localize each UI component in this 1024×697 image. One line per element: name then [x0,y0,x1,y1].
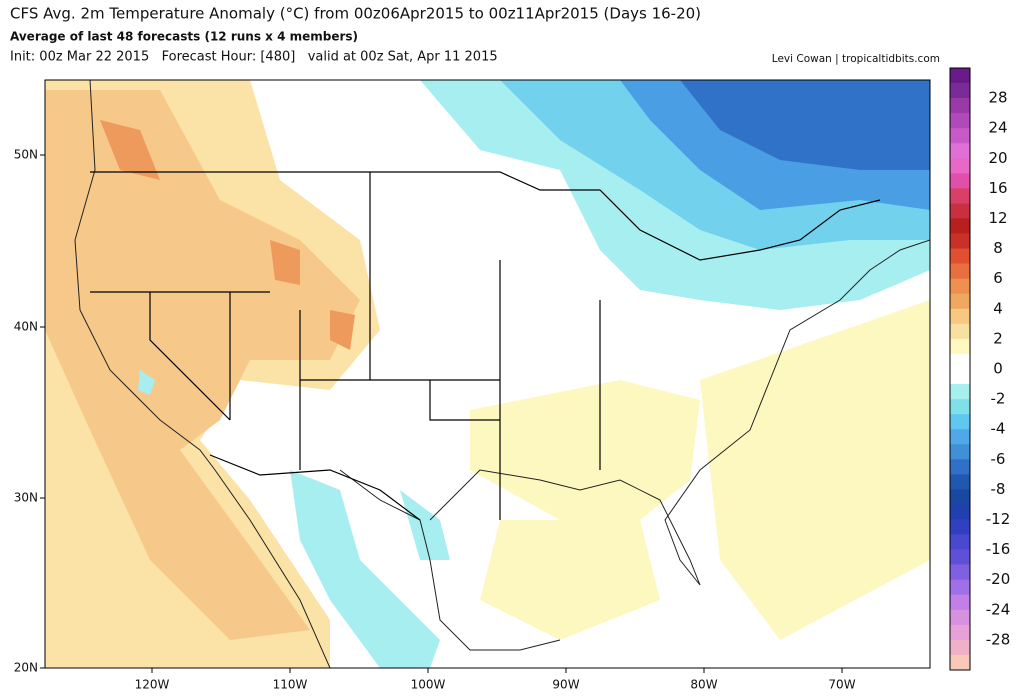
anomaly-mild [470,300,930,640]
lon-label: 90W [552,678,579,692]
coastline [339,469,561,651]
map-area [44,79,931,669]
colorbar-label: 2 [993,329,1003,347]
lat-label: 20N [14,661,38,675]
colorbar-label: -8 [991,480,1006,498]
colorbar-swatch [950,278,970,295]
colorbar-swatch [950,233,970,249]
colorbar-label: -6 [991,450,1006,468]
lat-labels: 50N 40N 30N 20N [14,148,45,675]
colorbar-swatch [950,113,970,129]
colorbar-swatch [950,504,970,520]
colorbar-swatch [950,338,970,355]
colorbar-label: -20 [986,570,1011,588]
state-line [90,172,601,520]
colorbar-label: 16 [988,179,1007,197]
colorbar-label: 8 [993,239,1003,257]
anomaly-cool [138,370,450,668]
colorbar-swatch [950,293,970,310]
colorbar-label: -28 [986,630,1011,648]
colorbar-swatch [950,83,970,99]
anomaly-cold [680,80,930,170]
anomaly-warm [100,120,355,350]
colorbar-label: -12 [986,510,1011,528]
colorbar-label: 20 [988,149,1007,167]
anomaly-warm [45,90,360,640]
colorbar-swatch [950,624,970,641]
colorbar-swatch [950,474,970,490]
colorbar-swatch [950,654,970,671]
colorbar-swatch [950,353,970,370]
lat-label: 50N [14,148,38,162]
colorbar-swatch [950,68,970,84]
colorbar-swatch [950,534,970,550]
colorbar-swatch [950,564,970,580]
colorbar-swatch [950,639,970,656]
colorbar-swatch [950,143,970,159]
coastline [429,239,930,586]
colorbar-label: -2 [991,390,1006,408]
colorbar-swatch [950,459,970,475]
colorbar-frame [949,67,971,671]
lon-labels: 120W 110W 100W 90W 80W 70W [135,668,856,692]
colorbar-swatch [950,489,970,505]
title: CFS Avg. 2m Temperature Anomaly (°C) fro… [10,5,701,23]
colorbar-label: 4 [993,299,1003,317]
credit: Levi Cowan | tropicaltidbits.com [772,53,940,65]
colorbar-swatch [950,594,970,611]
colorbar-swatch [950,308,970,325]
colorbar-swatch [950,384,970,400]
colorbar-swatch [950,173,970,189]
colorbar-label: 0 [993,360,1003,378]
colorbar-label: -24 [986,600,1011,618]
colorbar-label: 28 [988,89,1007,107]
map-frame [44,79,931,669]
colorbar-swatch [950,188,970,204]
colorbar-swatch [950,248,970,264]
colorbar-swatch [950,323,970,340]
colorbar-swatch [950,549,970,565]
lat-label: 40N [14,320,38,334]
colorbar-swatch [950,399,970,415]
colorbar-swatch [950,128,970,144]
border [90,171,881,261]
colorbar-swatch [950,609,970,626]
colorbar-swatch [950,369,970,385]
colorbar-label: 6 [993,269,1003,287]
colorbar-label: -16 [986,540,1011,558]
colorbar-swatch [950,218,970,234]
lon-label: 80W [690,678,717,692]
colorbar-label: 12 [988,209,1007,227]
lat-label: 30N [14,491,38,505]
colorbar-swatch [950,414,970,430]
colorbar-swatch [950,158,970,174]
colorbar-swatch [950,98,970,114]
colorbar-swatch [950,579,970,596]
lon-label: 120W [135,678,170,692]
subtitle: Average of last 48 forecasts (12 runs x … [10,30,358,44]
lon-label: 70W [828,678,855,692]
colorbar-swatch [950,263,970,279]
init-line: Init: 00z Mar 22 2015 Forecast Hour: [48… [10,50,498,65]
lon-label: 110W [273,678,308,692]
colorbar-label: -4 [991,420,1006,438]
coastline [74,80,331,668]
lon-label: 100W [411,678,446,692]
colorbar-swatch [950,203,970,219]
colorbar-swatch [950,519,970,535]
border [209,454,421,521]
colorbar-label: 24 [988,119,1007,137]
colorbar-swatch [950,444,970,460]
colorbar-swatch [950,429,970,445]
